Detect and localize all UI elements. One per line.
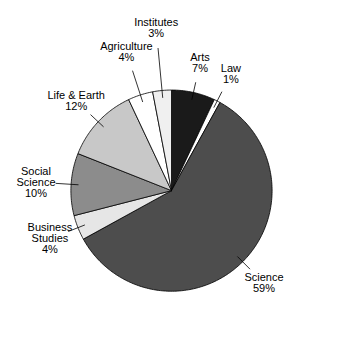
svg-text:Life & Earth12%: Life & Earth12% (47, 89, 104, 112)
svg-text:Arts7%: Arts7% (190, 51, 210, 74)
svg-text:Institutes3%: Institutes3% (134, 16, 179, 39)
svg-text:Science59%: Science59% (244, 271, 283, 294)
svg-text:BusinessStudies4%: BusinessStudies4% (28, 221, 73, 255)
svg-text:Agriculture4%: Agriculture4% (100, 40, 153, 63)
svg-text:Law1%: Law1% (221, 62, 241, 85)
svg-text:SocialScience10%: SocialScience10% (16, 165, 55, 199)
